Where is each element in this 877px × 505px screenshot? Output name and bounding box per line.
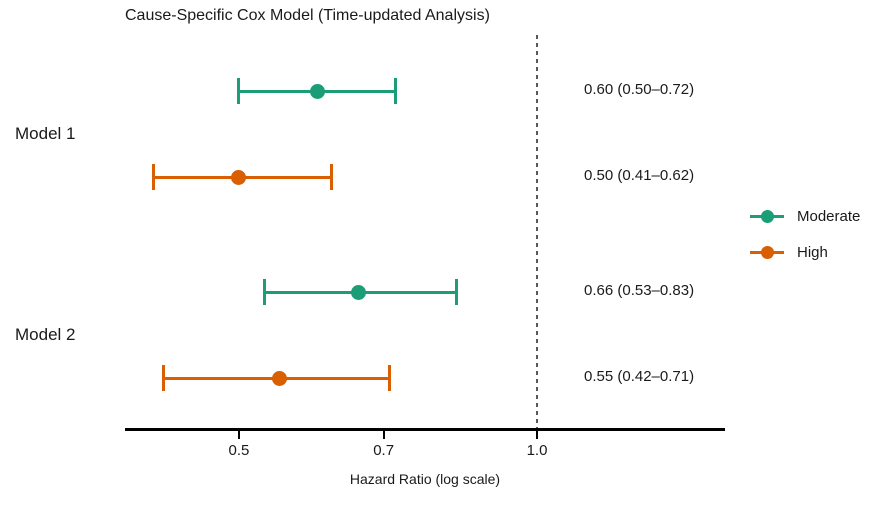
reference-line xyxy=(536,35,538,429)
ci-lower-cap xyxy=(162,365,166,391)
legend-item: Moderate xyxy=(750,207,870,227)
ci-upper-cap xyxy=(388,365,392,391)
x-axis-line xyxy=(125,428,725,431)
estimate-annotation: 0.50 (0.41–0.62) xyxy=(584,167,695,184)
point-estimate-dot xyxy=(309,83,325,99)
estimate-annotation: 0.55 (0.42–0.71) xyxy=(584,368,695,385)
ci-lower-cap xyxy=(152,164,156,190)
legend-label: High xyxy=(797,244,828,261)
legend-label: Moderate xyxy=(797,208,861,225)
chart-title: Cause-Specific Cox Model (Time-updated A… xyxy=(125,7,490,24)
group-label: Model 1 xyxy=(15,124,76,143)
ci-lower-cap xyxy=(262,279,266,305)
estimate-annotation: 0.66 (0.53–0.83) xyxy=(584,282,695,299)
ci-lower-cap xyxy=(237,78,241,104)
point-estimate-dot xyxy=(231,169,247,185)
x-tick-mark xyxy=(536,430,538,439)
legend-marker-dot-icon xyxy=(761,210,774,223)
x-tick-label: 0.7 xyxy=(373,442,395,459)
x-tick-label: 1.0 xyxy=(526,442,548,459)
x-tick-label: 0.5 xyxy=(228,442,250,459)
estimate-annotation: 0.60 (0.50–0.72) xyxy=(584,81,695,98)
x-axis-title: Hazard Ratio (log scale) xyxy=(349,471,501,487)
ci-upper-cap xyxy=(455,279,459,305)
legend-marker-dot-icon xyxy=(761,246,774,259)
legend-item: High xyxy=(750,243,870,263)
point-estimate-dot xyxy=(350,284,366,300)
x-tick-mark xyxy=(237,430,240,439)
ci-upper-cap xyxy=(394,78,398,104)
x-tick-mark xyxy=(382,430,385,439)
ci-upper-cap xyxy=(329,164,333,190)
group-label: Model 2 xyxy=(15,325,76,344)
point-estimate-dot xyxy=(272,370,288,386)
